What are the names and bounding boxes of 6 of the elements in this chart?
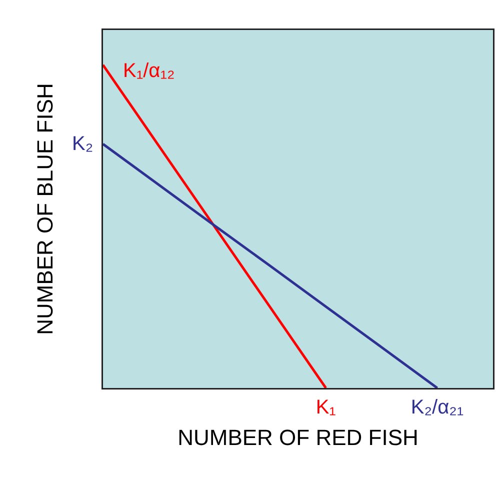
y-axis-title: NUMBER OF BLUE FISH [32,83,58,335]
x-axis-title: NUMBER OF RED FISH [178,425,418,450]
annotation: K₁/α₁₂ [123,60,175,82]
x-tick-label: K₁ [316,396,336,418]
x-tick-label: K₂/α₂₁ [410,396,464,418]
text: K₂ [72,133,94,155]
